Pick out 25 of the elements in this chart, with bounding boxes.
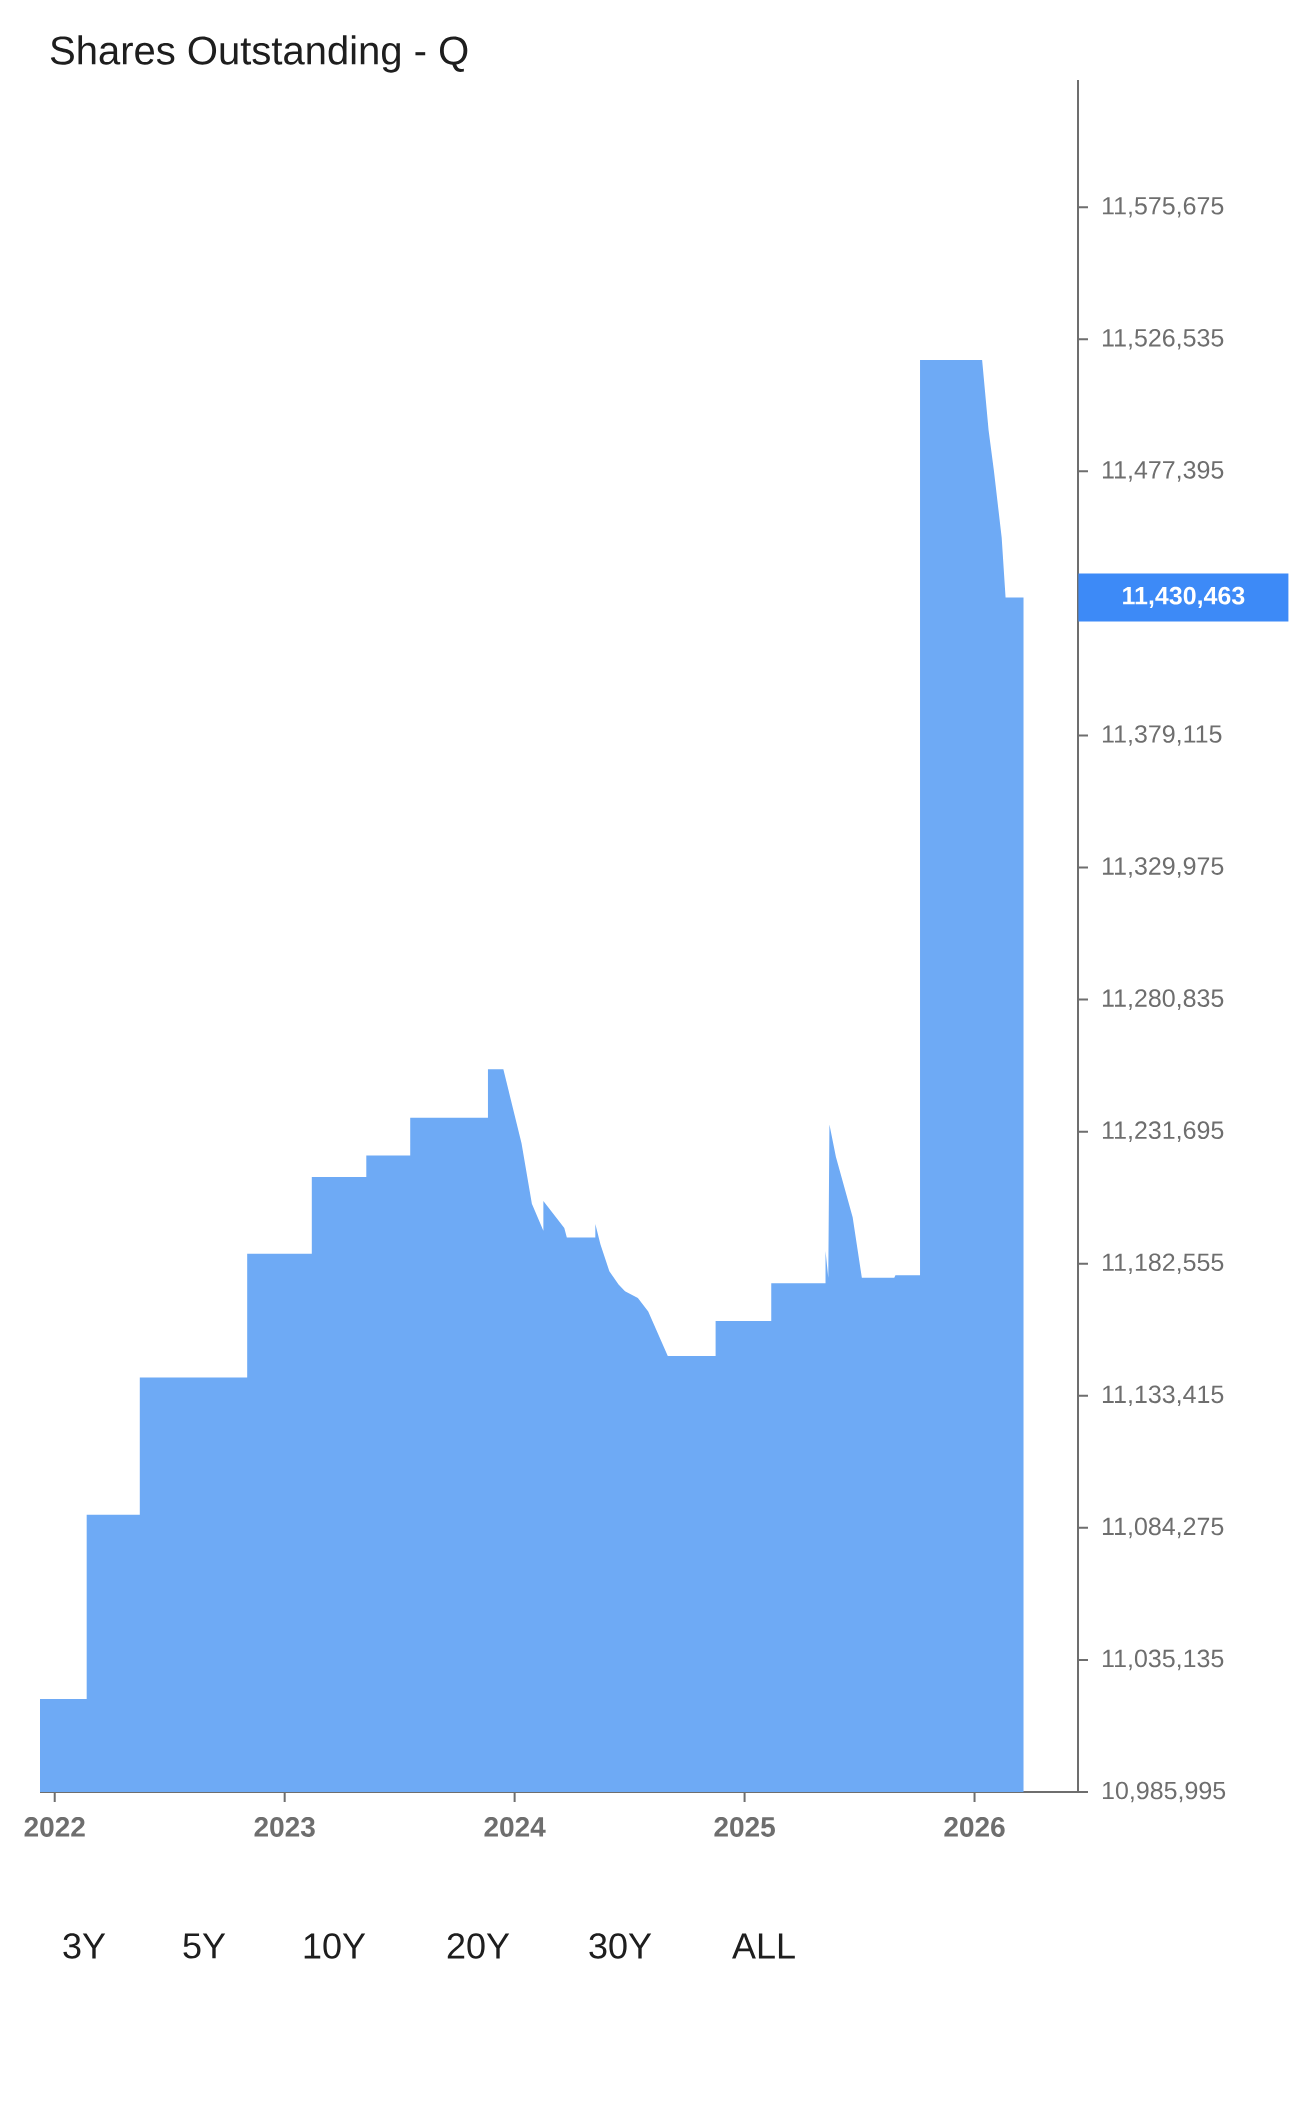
y-tick-label: 11,231,695 (1102, 1121, 1224, 1142)
y-tick-label: 11,575,675 (1102, 196, 1224, 218)
text: 10Y (304, 1933, 366, 1959)
x-tick-label: 2024 (484, 1817, 546, 1837)
x-tick-label: 2022 (24, 1817, 85, 1837)
y-tick-label: 11,182,555 (1102, 1253, 1224, 1275)
text: 20Y (447, 1933, 510, 1959)
y-tick-label: 11,379,115 (1102, 725, 1222, 746)
x-tick-label: 2026 (944, 1817, 1005, 1837)
text: ALL (732, 1933, 795, 1959)
y-tick-label: 11,280,835 (1102, 989, 1224, 1010)
text: 3Y (63, 1933, 106, 1959)
x-tick-label: 2023 (254, 1817, 315, 1837)
y-tick-label: 11,133,415 (1102, 1385, 1224, 1407)
y-tick-label: 11,477,395 (1102, 461, 1224, 482)
y-tick-label: 11,526,535 (1102, 328, 1224, 350)
text: 30Y (589, 1933, 652, 1959)
x-tick-label: 2025 (714, 1817, 775, 1837)
y-tick-label: 11,329,975 (1102, 857, 1224, 878)
y-tick-label: 11,035,135 (1102, 1649, 1224, 1671)
y-tick-label: 10,985,995 (1102, 1781, 1226, 1803)
chart-title: Shares Outstanding - Q (50, 35, 468, 73)
y-tick-label: 11,084,275 (1102, 1517, 1224, 1539)
text: 5Y (183, 1933, 226, 1959)
text: 11,430,463 (1123, 586, 1245, 609)
